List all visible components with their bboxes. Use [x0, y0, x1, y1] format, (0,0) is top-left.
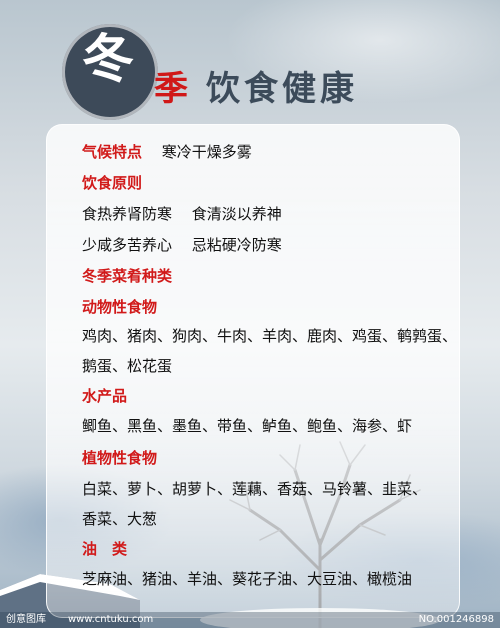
label-climate: 气候特点	[82, 143, 143, 161]
line-dishes-heading: 冬季菜肴种类	[82, 266, 172, 286]
content-panel	[46, 124, 460, 618]
text-oil-1: 芝麻油、猪油、羊油、葵花子油、大豆油、橄榄油	[82, 570, 413, 588]
page-title: 饮食健康	[206, 69, 358, 109]
title-char-winter: 冬	[82, 30, 135, 90]
text-animal-1: 鸡肉、猪肉、狗肉、牛肉、羊肉、鹿肉、鸡蛋、鹌鹑蛋、	[82, 327, 458, 345]
footer-site: www.cntuku.com	[68, 614, 154, 625]
text-principle-1: 食热养肾防寒 食清淡以养神	[82, 205, 282, 223]
line-plant-heading: 植物性食物	[82, 448, 157, 468]
footer-id: NO.001246898	[418, 614, 494, 625]
line-principle-1: 食热养肾防寒 食清淡以养神	[82, 204, 282, 224]
line-aquatic-1: 鲫鱼、黑鱼、墨鱼、带鱼、鲈鱼、鲍鱼、海参、虾	[82, 416, 412, 436]
label-plant: 植物性食物	[82, 449, 158, 467]
title-badge	[62, 24, 158, 120]
text-plant-2: 香菜、大葱	[82, 510, 158, 528]
text-animal-2: 鹅蛋、松花蛋	[82, 357, 173, 375]
line-animal-2: 鹅蛋、松花蛋	[82, 356, 172, 376]
text-plant-1: 白菜、萝卜、胡萝卜、莲藕、香菇、马铃薯、韭菜、	[82, 480, 428, 498]
label-oil: 油 类	[82, 540, 128, 558]
text-aquatic-1: 鲫鱼、黑鱼、墨鱼、带鱼、鲈鱼、鲍鱼、海参、虾	[82, 417, 413, 435]
line-climate: 气候特点 寒冷干燥多雾	[82, 142, 252, 162]
line-oil-1: 芝麻油、猪油、羊油、葵花子油、大豆油、橄榄油	[82, 569, 412, 589]
line-plant-2: 香菜、大葱	[82, 509, 157, 529]
footer-bar: 创意图库 www.cntuku.com NO.001246898	[0, 612, 500, 628]
text-principle-2: 少咸多苦养心 忌粘硬冷防寒	[82, 236, 282, 254]
title-char-season: 季	[154, 69, 188, 109]
label-principle: 饮食原则	[82, 174, 143, 192]
line-oil-heading: 油 类	[82, 539, 127, 559]
label-dishes: 冬季菜肴种类	[82, 267, 173, 285]
label-animal: 动物性食物	[82, 298, 158, 316]
text-climate: 寒冷干燥多雾	[161, 143, 252, 161]
footer-brand: 创意图库	[6, 614, 46, 625]
line-principle-heading: 饮食原则	[82, 173, 142, 193]
line-aquatic-heading: 水产品	[82, 386, 127, 406]
line-animal-heading: 动物性食物	[82, 297, 157, 317]
line-plant-1: 白菜、萝卜、胡萝卜、莲藕、香菇、马铃薯、韭菜、	[82, 479, 427, 499]
line-principle-2: 少咸多苦养心 忌粘硬冷防寒	[82, 235, 282, 255]
line-animal-1: 鸡肉、猪肉、狗肉、牛肉、羊肉、鹿肉、鸡蛋、鹌鹑蛋、	[82, 326, 457, 346]
label-aquatic: 水产品	[82, 387, 128, 405]
